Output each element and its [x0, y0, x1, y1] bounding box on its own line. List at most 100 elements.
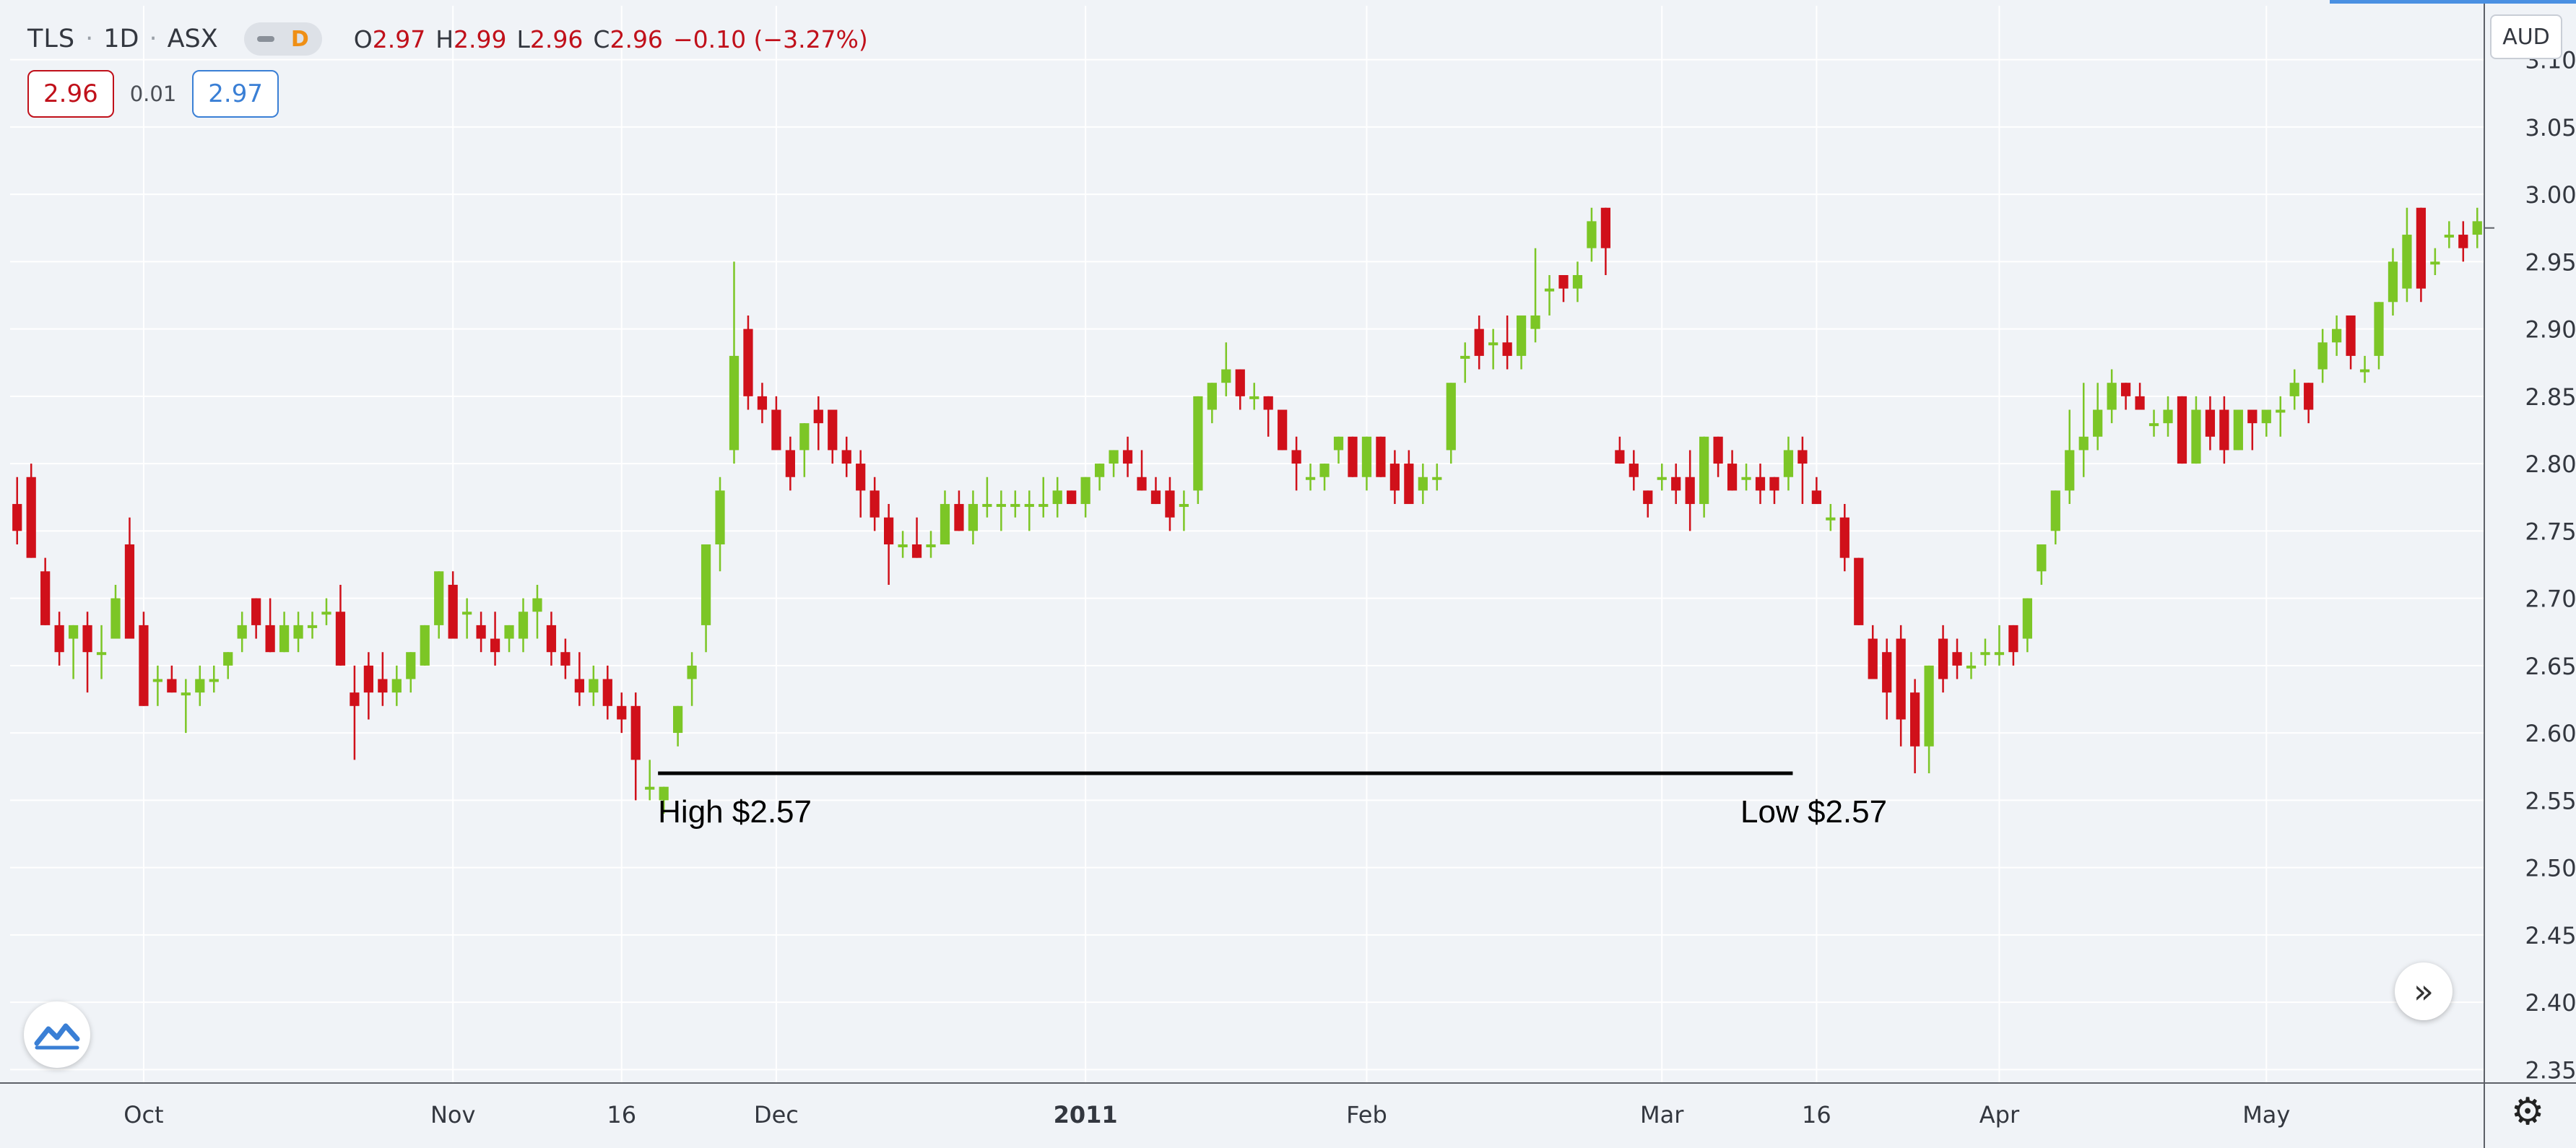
candle-body	[1980, 652, 1990, 656]
candle-body	[1671, 477, 1681, 491]
candle-body	[1882, 652, 1892, 693]
candle-body	[1122, 450, 1133, 464]
candle-body	[602, 679, 612, 706]
candle-body	[2078, 436, 2089, 451]
candle-body	[110, 598, 121, 639]
candle-body	[26, 477, 36, 558]
candle-body	[2289, 383, 2299, 396]
candle-body	[1657, 477, 1667, 480]
candle-body	[1572, 275, 1583, 289]
price-tick-label: 3.00	[2525, 181, 2576, 209]
candle-body	[54, 625, 64, 653]
candle-body	[2317, 342, 2328, 370]
candle-body	[856, 464, 866, 491]
candle-body	[996, 504, 1006, 508]
candle-body	[293, 625, 303, 639]
symbol-name[interactable]: TLS	[27, 25, 76, 53]
candle-body	[2458, 235, 2468, 248]
time-tick-label: Mar	[1640, 1101, 1684, 1129]
market-status-pill[interactable]: D	[243, 22, 322, 56]
spread-value: 0.01	[129, 82, 177, 106]
candle-body	[799, 423, 810, 451]
candle-body	[68, 625, 79, 639]
candle-body	[167, 679, 177, 693]
buy-price-button[interactable]: 2.97	[192, 70, 279, 118]
candle-body	[2205, 409, 2216, 437]
candle-body	[1109, 450, 1119, 464]
candle-body	[279, 625, 290, 653]
candle-body	[1826, 517, 1836, 521]
candle-body	[265, 625, 275, 653]
close-value: 2.96	[610, 25, 663, 53]
time-tick-label: Nov	[430, 1101, 475, 1129]
candle-body	[2276, 409, 2286, 413]
candle-body	[1333, 436, 1344, 451]
candle-body	[1432, 477, 1442, 480]
candle-body	[1839, 517, 1849, 558]
candle-body	[1938, 638, 1948, 679]
candle-body	[1769, 477, 1779, 491]
candle-body	[982, 504, 992, 508]
candle-body	[574, 679, 584, 693]
separator: ·	[85, 25, 94, 53]
candle-body	[2050, 490, 2060, 531]
separator: ·	[149, 25, 157, 53]
currency-button[interactable]: AUD	[2490, 14, 2562, 59]
candle-body	[2304, 383, 2314, 410]
candle-body	[2233, 409, 2243, 451]
candle-body	[532, 598, 542, 612]
candle-body	[1418, 477, 1428, 491]
candle-body	[406, 652, 416, 679]
time-tick-label: Oct	[123, 1101, 163, 1129]
symbol-legend: TLS · 1D · ASX D O2.97 H2.99 L2.96 C2.96…	[27, 19, 868, 59]
candle-body	[1179, 504, 1189, 508]
low-label: L	[516, 25, 530, 53]
candle-body	[2359, 369, 2370, 373]
candle-body	[2402, 235, 2412, 289]
candle-body	[82, 625, 92, 653]
sell-price-button[interactable]: 2.96	[27, 70, 114, 118]
candle-body	[1643, 490, 1653, 505]
candle-body	[2416, 207, 2427, 289]
candle-body	[560, 652, 571, 666]
candle-body	[1150, 490, 1161, 505]
grid-lines	[10, 6, 2484, 1083]
candle-body	[2444, 235, 2454, 238]
candle-body	[378, 679, 388, 693]
candle-body	[2163, 409, 2173, 424]
candle-body	[1755, 477, 1766, 491]
candle-body	[1052, 490, 1062, 505]
candle-body	[884, 517, 894, 544]
candle-body	[40, 571, 51, 625]
candle-body	[1263, 396, 1273, 410]
interval-label[interactable]: 1D	[103, 25, 139, 53]
candle-body	[1067, 490, 1077, 505]
candle-body	[391, 679, 402, 693]
candle-body	[1966, 665, 1977, 669]
price-tick-label: 2.90	[2525, 316, 2576, 344]
candle-body	[757, 396, 768, 410]
candle-body	[1137, 477, 1147, 491]
price-tick-label: 2.45	[2525, 922, 2576, 949]
settings-button[interactable]: ⚙	[2506, 1090, 2549, 1134]
candles	[12, 207, 2482, 814]
candle-body	[617, 705, 627, 720]
price-tick-label: 2.60	[2525, 720, 2576, 747]
candle-body	[195, 679, 205, 693]
candle-body	[2219, 409, 2229, 451]
candle-body	[2430, 261, 2440, 265]
candle-body	[1516, 315, 1527, 356]
candle-body	[2261, 409, 2271, 424]
scroll-to-realtime-button[interactable]: »	[2395, 962, 2453, 1020]
candle-body	[237, 625, 247, 639]
candle-body	[2093, 409, 2103, 437]
candle-body	[2148, 423, 2159, 427]
candle-body	[701, 544, 711, 625]
candle-body	[1165, 490, 1175, 518]
logo-button[interactable]	[24, 1001, 90, 1068]
open-value: 2.97	[372, 25, 426, 53]
candle-body	[1094, 464, 1105, 477]
time-tick-label: 16	[607, 1101, 636, 1129]
